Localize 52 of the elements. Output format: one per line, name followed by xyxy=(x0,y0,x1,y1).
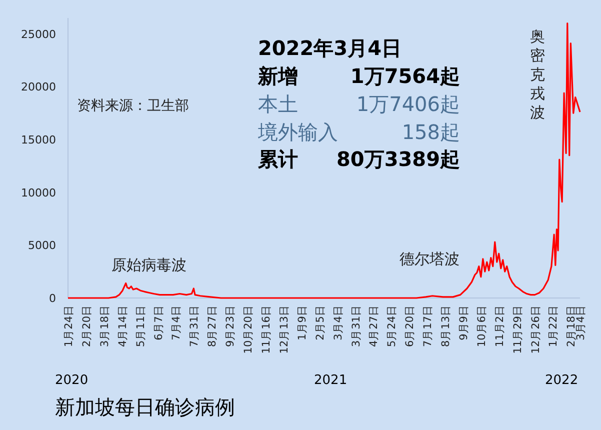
annotation: 境外输入 xyxy=(258,120,338,144)
x-tick-label: 1月9日 xyxy=(296,305,308,340)
y-tick-label: 25000 xyxy=(21,28,56,41)
annotation: 2020 xyxy=(55,373,88,388)
x-tick-label: 11月2日 xyxy=(494,305,506,348)
y-tick-label: 0 xyxy=(49,292,56,305)
y-tick-label: 10000 xyxy=(21,186,56,200)
x-tick-label: 8月13日 xyxy=(440,305,452,348)
annotation: 新增 xyxy=(258,64,298,88)
x-tick-label: 1月22日 xyxy=(548,305,560,348)
annotation: 158起 xyxy=(402,120,460,144)
annotation: 2021 xyxy=(314,373,348,388)
annotation: 2022 xyxy=(545,373,578,388)
x-tick-label: 2月5日 xyxy=(314,305,326,340)
x-tick-label: 7月17日 xyxy=(422,305,434,348)
x-tick-label: 9月9日 xyxy=(458,305,470,340)
x-tick-label: 11月16日 xyxy=(260,305,272,354)
x-tick-label: 4月14日 xyxy=(116,305,129,348)
y-tick-label: 15000 xyxy=(21,134,56,147)
x-tick-label: 1月24日 xyxy=(63,305,75,348)
y-tick-label: 20000 xyxy=(21,80,56,94)
x-tick-label: 2月20日 xyxy=(80,305,93,348)
x-tick-label: 10月20日 xyxy=(242,305,255,354)
x-tick-label: 3月4日 xyxy=(575,305,587,340)
x-tick-label: 6月7日 xyxy=(152,305,165,340)
x-tick-label: 12月13日 xyxy=(278,305,290,354)
x-tick-label: 9月23日 xyxy=(224,305,237,348)
x-tick-label: 3月18日 xyxy=(98,305,111,348)
x-tick-label: 11月29日 xyxy=(512,305,524,354)
annotation: 累计 xyxy=(258,147,298,171)
annotation: 资料来源：卫生部 xyxy=(77,98,189,114)
x-tick-label: 6月20日 xyxy=(404,305,416,348)
annotation: 奥密克戎波 xyxy=(530,28,545,122)
x-tick-label: 7月4日 xyxy=(170,305,183,340)
x-tick-label: 10月6日 xyxy=(476,305,488,348)
x-tick-label: 12月26日 xyxy=(530,305,542,354)
title: 新加坡每日确诊病例 xyxy=(55,395,235,419)
x-tick-label: 5月24日 xyxy=(386,305,398,348)
annotation: 1万7406起 xyxy=(356,92,460,116)
annotation: 本土 xyxy=(258,92,298,116)
x-tick-label: 8月27日 xyxy=(206,305,219,348)
annotation: 原始病毒波 xyxy=(111,256,186,274)
x-tick-label: 3月4日 xyxy=(332,305,344,340)
x-tick-label: 5月11日 xyxy=(134,305,147,348)
x-tick-label: 3月31日 xyxy=(350,305,362,348)
x-tick-label: 4月27日 xyxy=(368,305,380,348)
annotation: 德尔塔波 xyxy=(400,250,460,268)
x-tick-label: 7月31日 xyxy=(188,305,201,348)
annotation: 2022年3月4日 xyxy=(258,36,402,60)
y-tick-label: 5000 xyxy=(28,239,56,252)
annotation: 1万7564起 xyxy=(350,64,460,88)
annotation: 80万3389起 xyxy=(336,147,460,171)
